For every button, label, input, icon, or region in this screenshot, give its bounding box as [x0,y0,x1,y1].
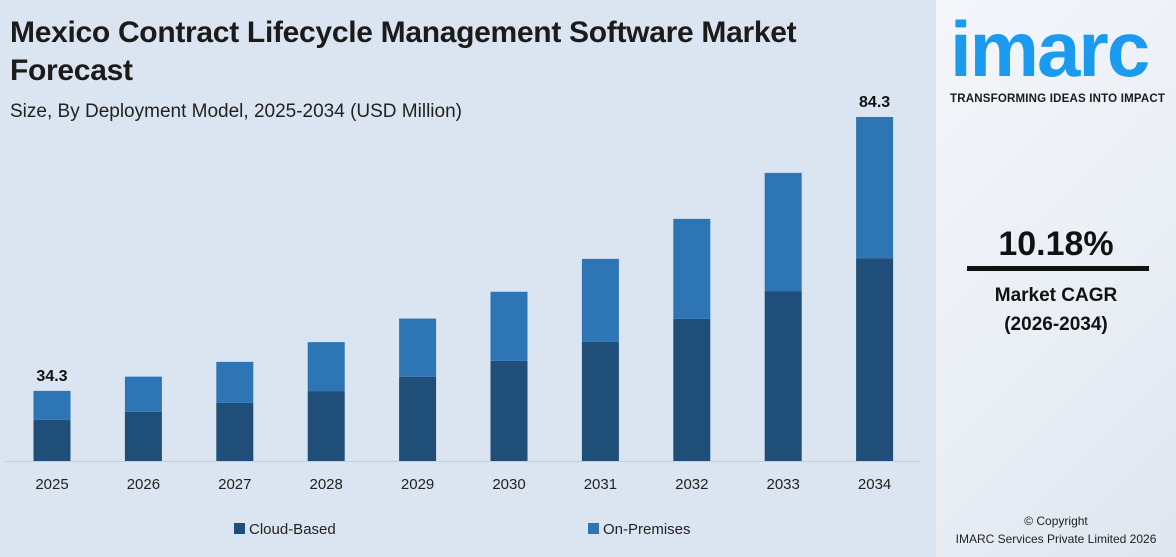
bar-on-premises-2027 [216,361,254,403]
imarc-logo: imarc [950,14,1149,86]
bar-cloud-based-2030 [490,360,528,461]
chart-title: Mexico Contract Lifecycle Management Sof… [10,16,797,87]
legend-label: Cloud-Based [249,521,336,538]
bar-cloud-based-2032 [673,318,711,461]
bar-cloud-based-2026 [124,411,162,461]
x-tick-label: 2033 [767,476,800,493]
data-label-2034: 84.3 [859,94,890,111]
copyright: © Copyright [1024,514,1088,528]
legend-label: On-Premises [603,521,691,538]
bar-cloud-based-2025 [33,419,71,461]
bar-on-premises-2026 [124,376,162,412]
bar-chart: 2025 34.3 2026 2027 2028 2029 2030 2031 2032 2033… [5,94,920,538]
bar-on-premises-2029 [399,318,437,377]
x-tick-label: 2030 [492,476,525,493]
x-tick-label: 2025 [35,476,68,493]
bar-on-premises-2034 [856,117,894,259]
x-tick-label: 2027 [218,476,251,493]
legend-swatch [588,523,599,534]
bar-cloud-based-2027 [216,402,254,461]
cagr-divider [967,266,1149,271]
x-tick-label: 2026 [127,476,160,493]
x-tick-label: 2028 [310,476,343,493]
bar-cloud-based-2031 [581,341,619,461]
side-panel [936,0,1176,557]
cagr-period: (2026-2034) [1004,314,1108,335]
chart-subtitle: Size, By Deployment Model, 2025-2034 (US… [10,101,462,122]
company: IMARC Services Private Limited 2026 [955,532,1157,546]
x-tick-label: 2034 [858,476,891,493]
bar-on-premises-2030 [490,291,528,361]
bar-on-premises-2032 [673,218,711,319]
cagr-label: Market CAGR [994,285,1118,306]
x-tick-label: 2032 [675,476,708,493]
logo-tagline: TRANSFORMING IDEAS INTO IMPACT [950,93,1166,105]
x-tick-label: 2029 [401,476,434,493]
data-label-2025: 34.3 [36,368,67,385]
bar-on-premises-2025 [33,390,71,420]
x-tick-label: 2031 [584,476,617,493]
legend-swatch [234,523,245,534]
cagr-value: 10.18% [998,225,1114,263]
bar-cloud-based-2028 [307,391,345,461]
bar-on-premises-2031 [581,258,619,342]
bar-on-premises-2033 [764,172,802,292]
bar-cloud-based-2033 [764,291,802,461]
bar-cloud-based-2029 [399,376,437,461]
bar-on-premises-2028 [307,342,345,392]
bar-cloud-based-2034 [856,258,894,461]
